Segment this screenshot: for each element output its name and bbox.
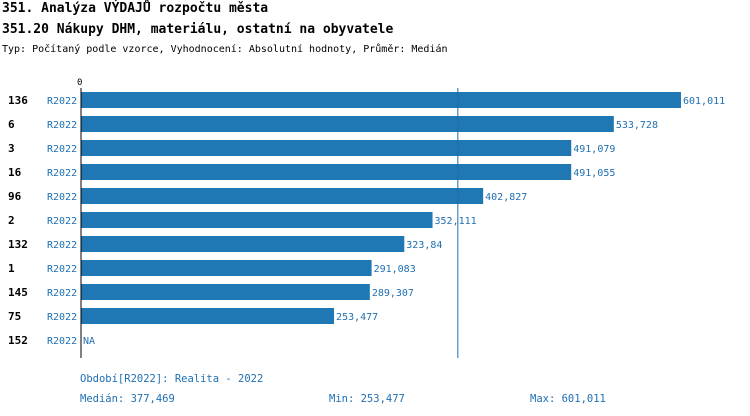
axis-zero-label: 0 xyxy=(77,78,82,88)
series-label: R2022 xyxy=(47,240,77,251)
series-label: R2022 xyxy=(47,144,77,155)
category-label: 96 xyxy=(8,190,22,203)
value-label: 289,307 xyxy=(372,288,414,299)
category-label: 152 xyxy=(8,334,28,347)
bar xyxy=(81,92,681,108)
value-label: 491,079 xyxy=(573,144,615,155)
value-label: NA xyxy=(83,336,95,347)
bar xyxy=(81,236,405,252)
category-label: 6 xyxy=(8,118,15,131)
value-label: 601,011 xyxy=(683,96,725,107)
series-label: R2022 xyxy=(47,216,77,227)
category-label: 132 xyxy=(8,238,28,251)
series-label: R2022 xyxy=(47,288,77,299)
series-label: R2022 xyxy=(47,264,77,275)
series-label: R2022 xyxy=(47,336,77,347)
category-label: 3 xyxy=(8,142,15,155)
value-label: 323,84 xyxy=(406,240,442,251)
category-label: 75 xyxy=(8,310,21,323)
page-title: 351. Analýza VÝDAJŮ rozpočtu města xyxy=(2,1,269,16)
chart-subtitle: 351.20 Nákupy DHM, materiálu, ostatní na… xyxy=(2,22,394,37)
chart-info: Typ: Počítaný podle vzorce, Vyhodnocení:… xyxy=(2,44,448,55)
series-label: R2022 xyxy=(47,312,77,323)
value-label: 533,728 xyxy=(616,120,658,131)
category-label: 16 xyxy=(8,166,22,179)
bar xyxy=(81,260,372,276)
series-label: R2022 xyxy=(47,120,77,131)
value-label: 253,477 xyxy=(336,312,378,323)
footer-period: Období[R2022]: Realita - 2022 xyxy=(80,373,264,385)
bar xyxy=(81,284,370,300)
category-label: 1 xyxy=(8,262,15,275)
series-label: R2022 xyxy=(47,96,77,107)
bar xyxy=(81,308,335,324)
bar xyxy=(81,164,572,180)
value-label: 291,083 xyxy=(374,264,416,275)
category-label: 145 xyxy=(8,286,28,299)
series-label: R2022 xyxy=(47,168,77,179)
category-label: 2 xyxy=(8,214,15,227)
bar xyxy=(81,188,484,204)
footer-min: Min: 253,477 xyxy=(329,393,405,405)
value-label: 491,055 xyxy=(573,168,615,179)
value-label: 402,827 xyxy=(485,192,527,203)
value-label: 352,111 xyxy=(435,216,477,227)
series-label: R2022 xyxy=(47,192,77,203)
bar xyxy=(81,116,614,132)
bar xyxy=(81,212,433,228)
category-label: 136 xyxy=(8,94,28,107)
footer-max: Max: 601,011 xyxy=(530,393,606,405)
footer-median: Medián: 377,469 xyxy=(80,393,175,405)
bar xyxy=(81,140,572,156)
